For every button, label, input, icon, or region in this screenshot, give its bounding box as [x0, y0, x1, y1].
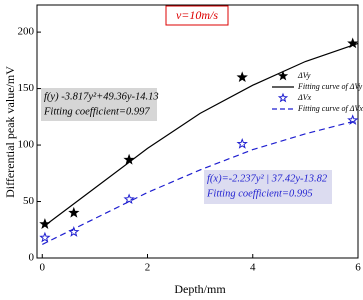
legend-marker: [277, 92, 289, 103]
fit-curve: [41, 42, 359, 228]
legend-label: ΔVy: [297, 71, 311, 80]
annotation-text: Fitting coefficient=0.995: [206, 188, 313, 199]
plot-frame: [36, 4, 359, 259]
y-tick-label: 150: [18, 82, 35, 94]
legend-label: Fitting curve of ΔVx: [297, 104, 363, 113]
annotation-text: Fitting coefficient=0.997: [43, 106, 150, 117]
legend-label: ΔVx: [297, 93, 312, 102]
legend-marker: [277, 70, 289, 81]
annotation-text: f(y) -3.817y²+49.36y-14.13: [44, 91, 159, 102]
title-box: [165, 5, 229, 26]
y-tick-label: 0: [29, 252, 35, 264]
data-point: [236, 137, 248, 149]
annotation-box: [41, 88, 157, 121]
annotation-text: f(x)=-2.237y² | 37.42y-13.82: [207, 173, 328, 184]
x-tick-label: 6: [355, 262, 361, 274]
data-point: [39, 231, 51, 243]
x-tick-label: 2: [145, 262, 151, 274]
chart-title: v=10m/s: [176, 8, 218, 22]
data-point: [68, 206, 80, 218]
x-tick-label: 0: [40, 262, 46, 274]
data-point: [236, 71, 248, 83]
legend-label: Fitting curve of ΔVy: [297, 82, 363, 91]
x-tick-label: 4: [250, 262, 256, 274]
y-axis-label: Differential peak value/mV: [3, 66, 17, 198]
y-tick-label: 100: [18, 139, 35, 151]
y-tick-label: 50: [23, 195, 35, 207]
x-axis-label: Depth/mm: [174, 282, 226, 296]
y-tick-label: 200: [18, 26, 35, 38]
annotation-box: [204, 170, 332, 204]
fit-curve: [42, 119, 359, 245]
data-point: [123, 193, 135, 205]
